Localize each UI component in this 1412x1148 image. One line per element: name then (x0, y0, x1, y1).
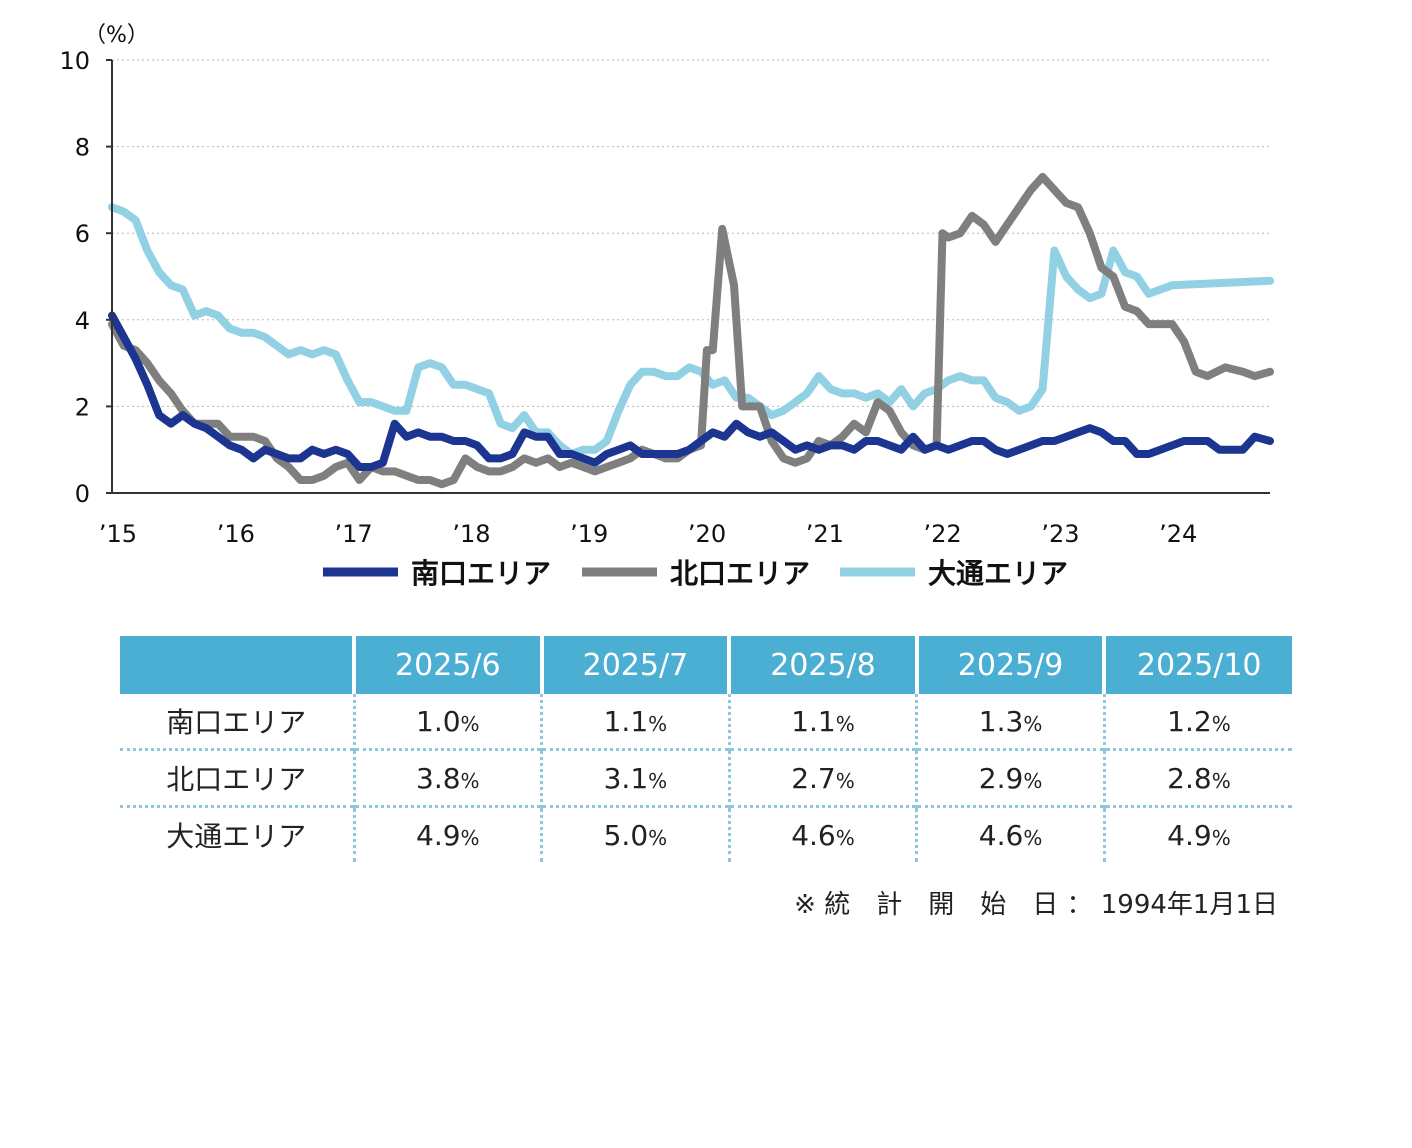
table-row: 南口エリア 1.0% 1.1% 1.1% 1.3% 1.2% (120, 694, 1292, 750)
rate-cell: 4.9% (1102, 806, 1292, 862)
percent-unit: % (1023, 711, 1043, 736)
rate-cell: 1.3% (915, 694, 1105, 750)
rate-cell: 4.6% (915, 806, 1105, 862)
rate-cell: 1.1% (540, 694, 730, 750)
table-header-month: 2025/6 (352, 636, 542, 694)
legend-label: 南口エリア (411, 557, 551, 590)
percent-unit: % (835, 825, 855, 850)
rate-cell: 1.2% (1102, 694, 1292, 750)
y-unit-label: （%） (84, 23, 149, 48)
rate-cell: 1.0% (352, 694, 542, 750)
statistics-start-note: ※ 統 計 開 始 日 ： 1994年1月1日 (794, 890, 1278, 920)
row-label: 南口エリア (166, 706, 307, 739)
percent-unit: % (648, 711, 668, 736)
rate-value: 1.1 (603, 704, 649, 738)
percent-unit: % (460, 768, 480, 793)
gridlines (112, 59, 1270, 407)
x-tick-label: ’17 (335, 520, 373, 548)
rate-cell: 3.1% (540, 749, 730, 807)
percent-unit: % (1211, 711, 1231, 736)
x-tick-label: ’20 (688, 520, 726, 548)
series-line-3 (108, 203, 1274, 458)
percent-unit: % (648, 768, 668, 793)
table-row: 大通エリア 4.9% 5.0% 4.6% 4.6% 4.9% (120, 806, 1292, 862)
x-tick-label: ’21 (806, 520, 844, 548)
percent-unit: % (1023, 825, 1043, 850)
percent-unit: % (648, 825, 668, 850)
rate-value: 1.0 (416, 704, 461, 738)
x-tick-label: ’24 (1159, 520, 1197, 548)
x-tick-label: ’22 (924, 520, 962, 548)
rate-cell: 5.0% (540, 806, 730, 862)
series-line-1 (108, 311, 1274, 471)
rate-value: 4.9 (1167, 818, 1212, 852)
legend: 南口エリア 北口エリア 大通エリア (323, 557, 1068, 590)
percent-unit: % (1211, 825, 1231, 850)
x-tick-label: ’15 (99, 520, 137, 548)
rate-cell: 4.6% (727, 806, 917, 862)
table-header-month: 2025/9 (914, 636, 1105, 694)
rate-value: 2.8 (1167, 761, 1212, 795)
rate-value: 1.2 (1167, 704, 1212, 738)
row-label: 北口エリア (166, 763, 307, 796)
x-axis-ticks: ’15 ’16 ’17 ’18 ’19 ’20 ’21 ’22 ’23 ’24 (99, 520, 1197, 548)
percent-unit: % (460, 825, 480, 850)
table-row: 北口エリア 3.8% 3.1% 2.7% 2.9% 2.8% (120, 749, 1292, 807)
x-tick-label: ’23 (1041, 520, 1079, 548)
percent-unit: % (835, 711, 855, 736)
rate-value: 4.9 (416, 818, 461, 852)
rate-cell: 4.9% (352, 806, 542, 862)
rate-value: 4.6 (791, 818, 836, 852)
rate-cell: 2.8% (1102, 749, 1292, 807)
row-label: 大通エリア (166, 820, 307, 853)
x-tick-label: ’16 (217, 520, 255, 548)
y-tick-label: 4 (75, 307, 90, 335)
series-line-2 (108, 172, 1274, 489)
series-lines (108, 172, 1274, 489)
y-tick-label: 8 (75, 134, 90, 162)
legend-label: 北口エリア (670, 557, 810, 590)
rate-value: 2.7 (791, 761, 836, 795)
rate-cell: 3.8% (352, 749, 542, 807)
y-axis-ticks: 0 2 4 6 8 10 (59, 47, 112, 508)
rate-value: 2.9 (978, 761, 1024, 795)
recent-rates-table: 2025/6 2025/7 2025/8 2025/9 2025/10 南口エリア 1.0… (120, 636, 1292, 862)
table-header-row: 2025/6 2025/7 2025/8 2025/9 2025/10 (120, 636, 1292, 694)
rate-value: 1.3 (978, 704, 1024, 738)
percent-unit: % (1211, 768, 1231, 793)
legend-label: 大通エリア (928, 557, 1068, 590)
table-header-month: 2025/7 (539, 636, 730, 694)
rate-value: 1.1 (791, 704, 836, 738)
y-tick-label: 0 (75, 480, 90, 508)
table-header-month: 2025/10 (1102, 636, 1292, 694)
x-tick-label: ’19 (570, 520, 608, 548)
rate-cell: 1.1% (727, 694, 917, 750)
x-tick-label: ’18 (452, 520, 490, 548)
y-tick-label: 6 (75, 220, 90, 248)
table-header-blank (120, 636, 354, 694)
table-header-month: 2025/8 (727, 636, 917, 694)
percent-unit: % (835, 768, 855, 793)
y-tick-label: 2 (75, 393, 90, 421)
rate-value: 3.1 (603, 761, 649, 795)
rate-value: 3.8 (416, 761, 461, 795)
rate-value: 5.0 (603, 818, 649, 852)
rate-value: 4.6 (978, 818, 1024, 852)
y-tick-label: 10 (59, 47, 90, 75)
rate-cell: 2.9% (915, 749, 1105, 807)
percent-unit: % (460, 711, 480, 736)
vacancy-rate-chart: 0 2 4 6 8 10 ’15 ’16 ’17 ’18 ’19 ’20 ’21 ’22 ’23 ’24 （… (59, 23, 1274, 590)
percent-unit: % (1023, 768, 1043, 793)
rate-cell: 2.7% (727, 749, 917, 807)
